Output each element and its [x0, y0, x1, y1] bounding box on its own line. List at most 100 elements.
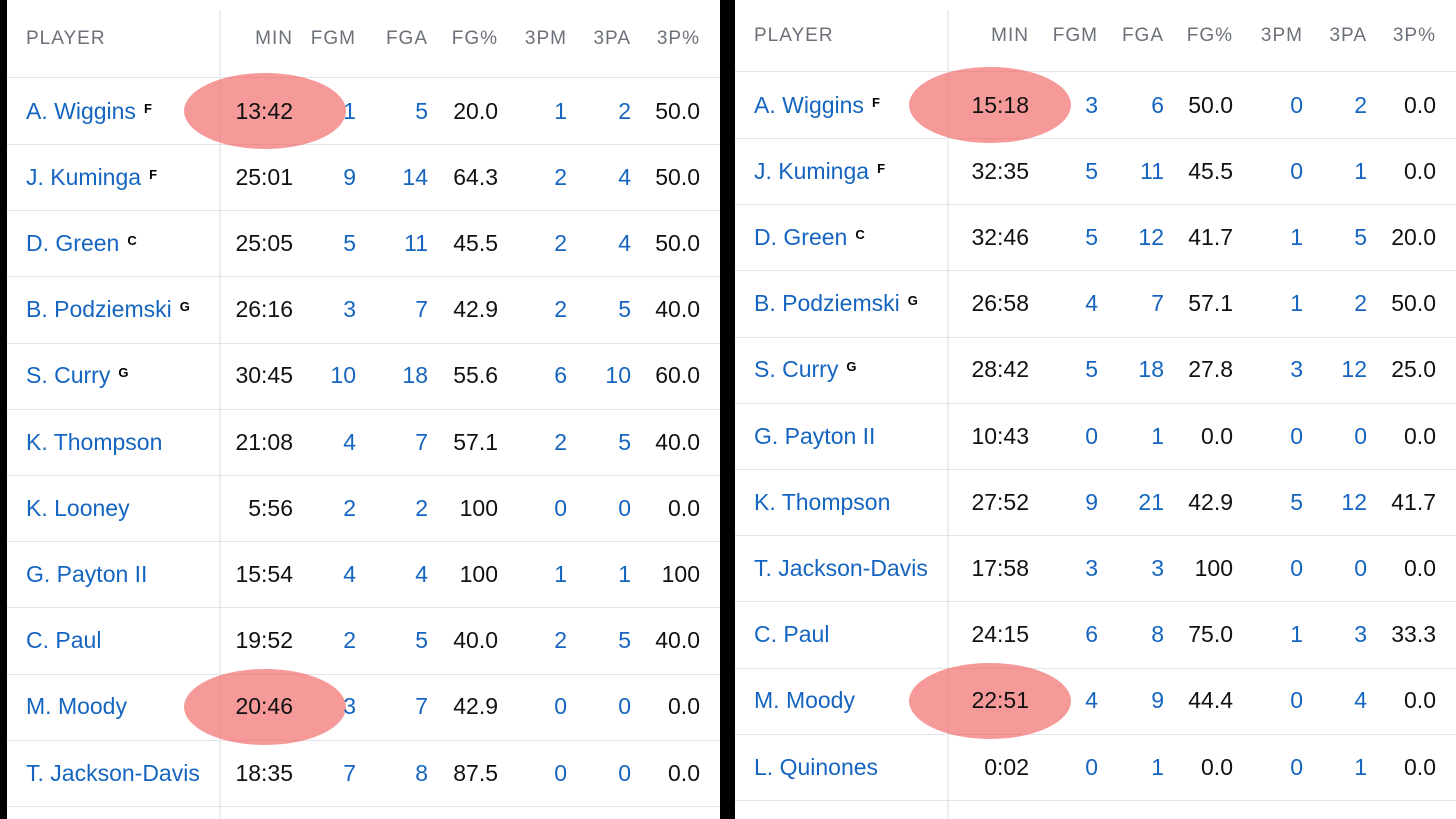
- stat-tpa[interactable]: 10: [605, 362, 631, 389]
- stat-fgm[interactable]: 3: [343, 693, 356, 720]
- stat-fgm[interactable]: 2: [343, 627, 356, 654]
- stat-fga[interactable]: 11: [404, 229, 428, 256]
- stat-tpa[interactable]: 12: [1341, 488, 1367, 515]
- stat-tpa[interactable]: 0: [1354, 554, 1367, 581]
- header-player[interactable]: PLAYER: [26, 27, 106, 49]
- header-tpp[interactable]: 3P%: [1392, 24, 1436, 46]
- player-link[interactable]: A. Wiggins: [26, 97, 136, 124]
- stat-fgm[interactable]: 4: [343, 560, 356, 587]
- stat-fgm[interactable]: 10: [330, 362, 356, 389]
- stat-tpm[interactable]: 6: [554, 362, 567, 389]
- stat-tpm[interactable]: 3: [1290, 356, 1303, 383]
- stat-fga[interactable]: 18: [1138, 356, 1164, 383]
- header-tpa[interactable]: 3PA: [593, 27, 631, 49]
- stat-fgm[interactable]: 5: [1085, 223, 1098, 250]
- stat-tpm[interactable]: 1: [1290, 223, 1303, 250]
- player-link[interactable]: S. Curry: [754, 356, 839, 383]
- header-tpa[interactable]: 3PA: [1329, 24, 1367, 46]
- player-link[interactable]: K. Thompson: [26, 428, 163, 455]
- stat-fga[interactable]: 8: [1151, 621, 1164, 648]
- header-fga[interactable]: FGA: [385, 27, 428, 49]
- stat-tpm[interactable]: 1: [554, 97, 567, 124]
- player-link[interactable]: A. Wiggins: [754, 91, 864, 118]
- stat-fga[interactable]: 7: [415, 428, 428, 455]
- stat-fga[interactable]: 2: [415, 494, 428, 521]
- header-fgp[interactable]: FG%: [451, 27, 498, 49]
- stat-fga[interactable]: 1: [1151, 753, 1164, 780]
- player-link[interactable]: B. Podziemski: [754, 290, 900, 317]
- stat-tpa[interactable]: 0: [1354, 422, 1367, 449]
- player-link[interactable]: G. Payton II: [26, 560, 148, 587]
- player-link[interactable]: J. Kuminga: [754, 157, 870, 184]
- player-link[interactable]: S. Curry: [26, 362, 111, 389]
- header-fgp[interactable]: FG%: [1186, 24, 1233, 46]
- stat-fgm[interactable]: 9: [1085, 488, 1098, 515]
- stat-fgm[interactable]: 3: [1085, 91, 1098, 118]
- stat-tpm[interactable]: 0: [554, 759, 567, 786]
- stat-fga[interactable]: 4: [415, 560, 428, 587]
- stat-tpm[interactable]: 1: [1290, 290, 1303, 317]
- stat-fgm[interactable]: 5: [1085, 356, 1098, 383]
- header-fga[interactable]: FGA: [1121, 24, 1164, 46]
- stat-tpm[interactable]: 2: [554, 296, 567, 323]
- stat-tpa[interactable]: 5: [618, 296, 631, 323]
- player-link[interactable]: C. Paul: [26, 627, 102, 654]
- header-min[interactable]: MIN: [255, 27, 293, 49]
- stat-fga[interactable]: 7: [1151, 290, 1164, 317]
- stat-tpa[interactable]: 4: [618, 229, 631, 256]
- stat-fgm[interactable]: 6: [1085, 621, 1098, 648]
- stat-fga[interactable]: 3: [1151, 554, 1164, 581]
- stat-tpa[interactable]: 0: [618, 494, 631, 521]
- player-link[interactable]: T. Jackson-Davis: [26, 759, 200, 786]
- stat-fgm[interactable]: 5: [343, 229, 356, 256]
- stat-tpa[interactable]: 5: [618, 627, 631, 654]
- stat-tpm[interactable]: 0: [554, 693, 567, 720]
- stat-tpa[interactable]: 3: [1354, 621, 1367, 648]
- stat-tpa[interactable]: 2: [618, 97, 631, 124]
- stat-tpm[interactable]: 2: [554, 428, 567, 455]
- stat-tpm[interactable]: 1: [1290, 621, 1303, 648]
- stat-tpm[interactable]: 2: [554, 229, 567, 256]
- stat-fgm[interactable]: 3: [1085, 554, 1098, 581]
- stat-tpm[interactable]: 2: [554, 163, 567, 190]
- stat-tpa[interactable]: 0: [618, 693, 631, 720]
- stat-fga[interactable]: 12: [1138, 223, 1164, 250]
- stat-tpm[interactable]: 1: [554, 560, 567, 587]
- stat-tpa[interactable]: 5: [1354, 223, 1367, 250]
- player-link[interactable]: D. Green: [754, 223, 848, 250]
- stat-tpa[interactable]: 1: [618, 560, 631, 587]
- stat-tpa[interactable]: 4: [1354, 687, 1367, 714]
- stat-tpm[interactable]: 2: [554, 627, 567, 654]
- player-link[interactable]: K. Looney: [26, 494, 130, 521]
- player-link[interactable]: C. Paul: [754, 621, 830, 648]
- header-tpm[interactable]: 3PM: [1260, 24, 1303, 46]
- header-min[interactable]: MIN: [991, 24, 1029, 46]
- stat-fgm[interactable]: 0: [1085, 753, 1098, 780]
- stat-fga[interactable]: 5: [415, 97, 428, 124]
- player-link[interactable]: T. Jackson-Davis: [754, 554, 928, 581]
- stat-tpa[interactable]: 2: [1354, 91, 1367, 118]
- stat-tpm[interactable]: 5: [1290, 488, 1303, 515]
- header-tpm[interactable]: 3PM: [524, 27, 567, 49]
- stat-fga[interactable]: 6: [1151, 91, 1164, 118]
- player-link[interactable]: D. Green: [26, 229, 120, 256]
- stat-fga[interactable]: 7: [415, 693, 428, 720]
- stat-fgm[interactable]: 9: [343, 163, 356, 190]
- stat-tpm[interactable]: 0: [1290, 554, 1303, 581]
- stat-fgm[interactable]: 3: [343, 296, 356, 323]
- stat-fgm[interactable]: 4: [1085, 687, 1098, 714]
- stat-fgm[interactable]: 1: [343, 97, 356, 124]
- player-link[interactable]: J. Kuminga: [26, 163, 142, 190]
- stat-fga[interactable]: 18: [402, 362, 428, 389]
- stat-fga[interactable]: 21: [1138, 488, 1164, 515]
- stat-fgm[interactable]: 7: [343, 759, 356, 786]
- stat-tpa[interactable]: 1: [1354, 753, 1367, 780]
- stat-tpm[interactable]: 0: [1290, 157, 1303, 184]
- stat-tpa[interactable]: 1: [1354, 157, 1367, 184]
- header-player[interactable]: PLAYER: [754, 24, 834, 46]
- stat-tpm[interactable]: 0: [554, 494, 567, 521]
- stat-tpm[interactable]: 0: [1290, 687, 1303, 714]
- stat-tpm[interactable]: 0: [1290, 91, 1303, 118]
- stat-tpa[interactable]: 0: [618, 759, 631, 786]
- stat-tpm[interactable]: 0: [1290, 422, 1303, 449]
